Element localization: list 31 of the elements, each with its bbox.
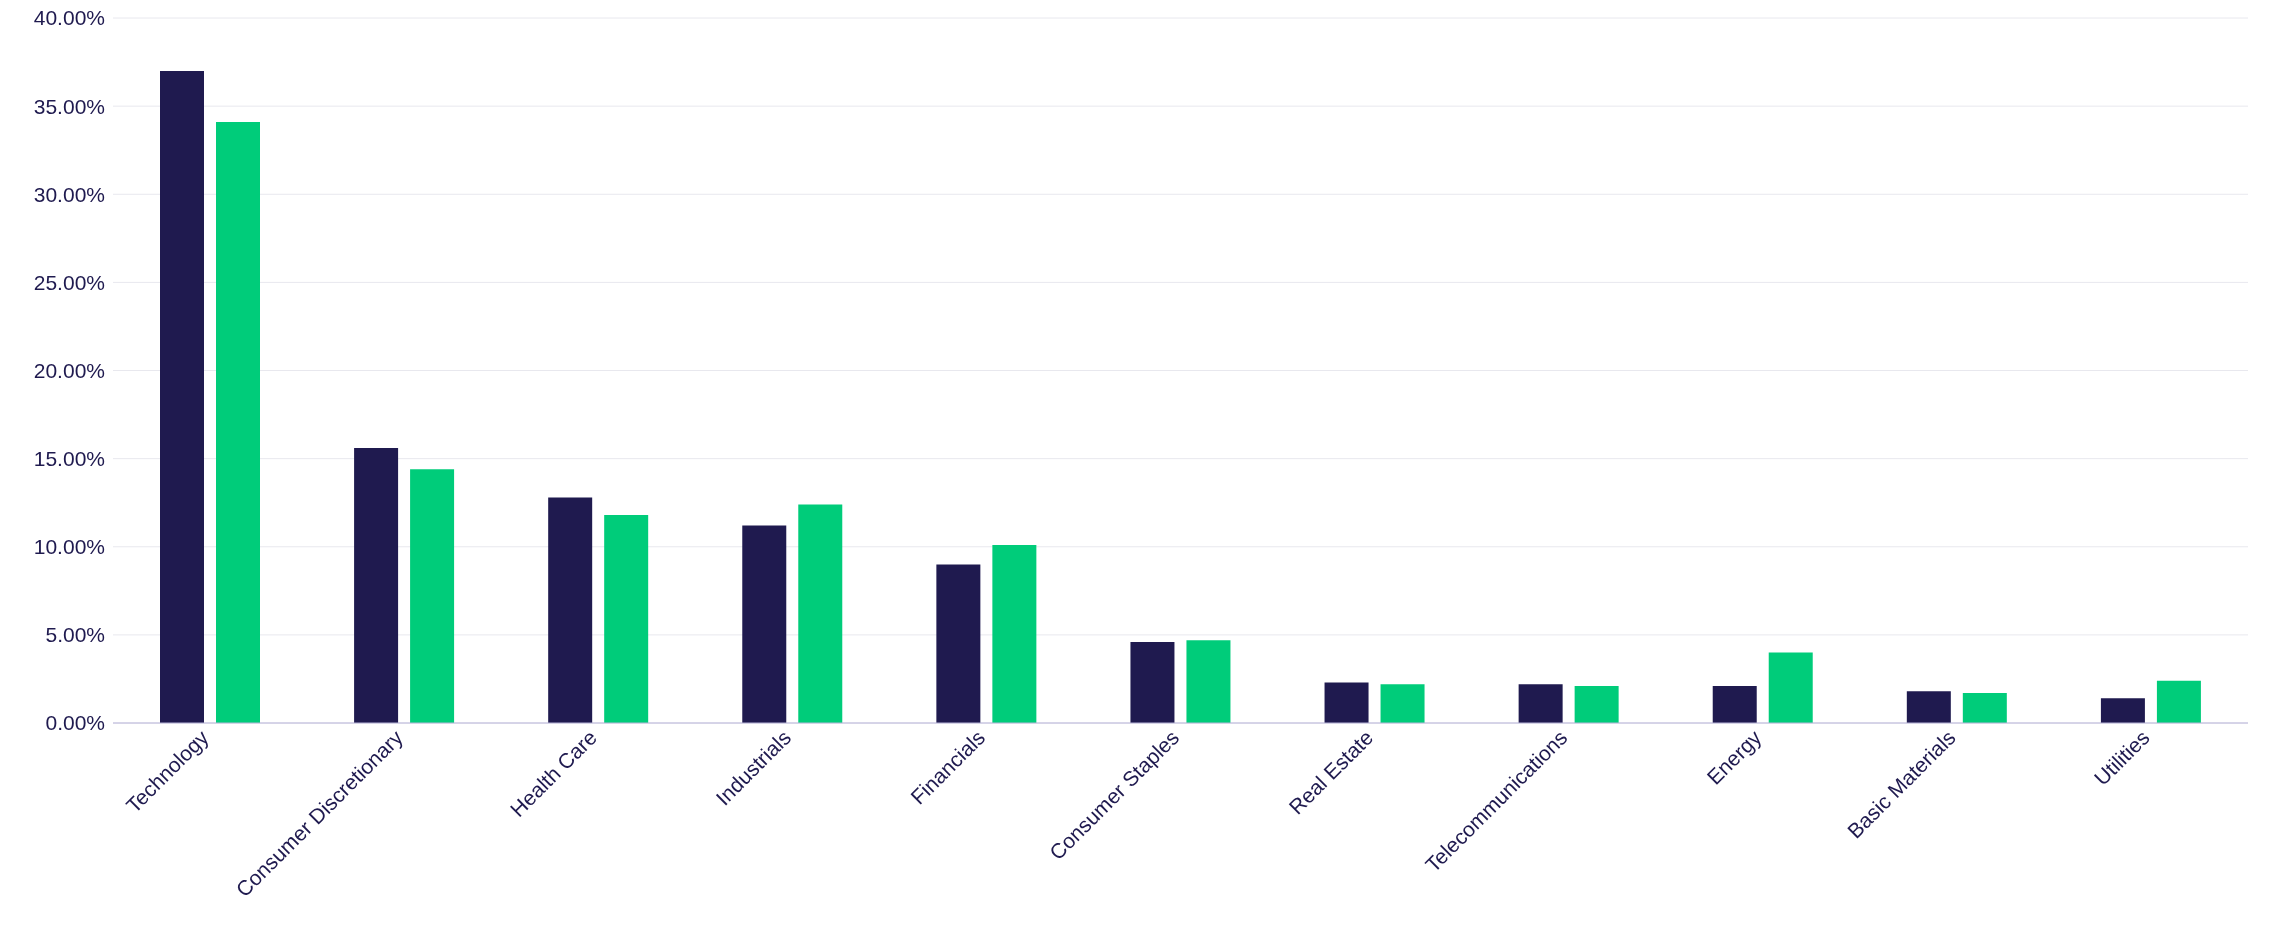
bar — [354, 448, 399, 723]
y-tick-label: 25.00% — [33, 270, 105, 294]
bar — [1324, 682, 1369, 723]
bar — [2100, 698, 2145, 723]
y-tick-label: 30.00% — [33, 182, 105, 206]
bar — [1574, 685, 1619, 723]
bar — [604, 515, 649, 723]
y-tick-label: 20.00% — [33, 358, 105, 382]
bar — [936, 564, 981, 723]
bar — [1712, 685, 1757, 723]
bar — [160, 70, 204, 723]
y-tick-label: 5.00% — [45, 623, 105, 647]
bar — [798, 504, 843, 723]
bar — [1186, 640, 1231, 723]
bar — [742, 525, 787, 723]
y-tick-label: 15.00% — [33, 447, 105, 471]
bar — [1518, 684, 1563, 723]
bar — [2156, 680, 2201, 723]
bar — [216, 121, 260, 723]
bar — [1768, 652, 1813, 723]
y-tick-label: 10.00% — [33, 535, 105, 559]
y-tick-label: 35.00% — [33, 94, 105, 118]
bar — [1962, 693, 2007, 723]
bar — [992, 544, 1037, 723]
y-tick-label: 40.00% — [33, 6, 105, 30]
bar — [1380, 684, 1425, 723]
bar — [548, 497, 593, 723]
bar — [1130, 641, 1175, 723]
bar — [410, 469, 455, 723]
bar — [1906, 691, 1951, 723]
y-tick-label: 0.00% — [45, 711, 105, 735]
